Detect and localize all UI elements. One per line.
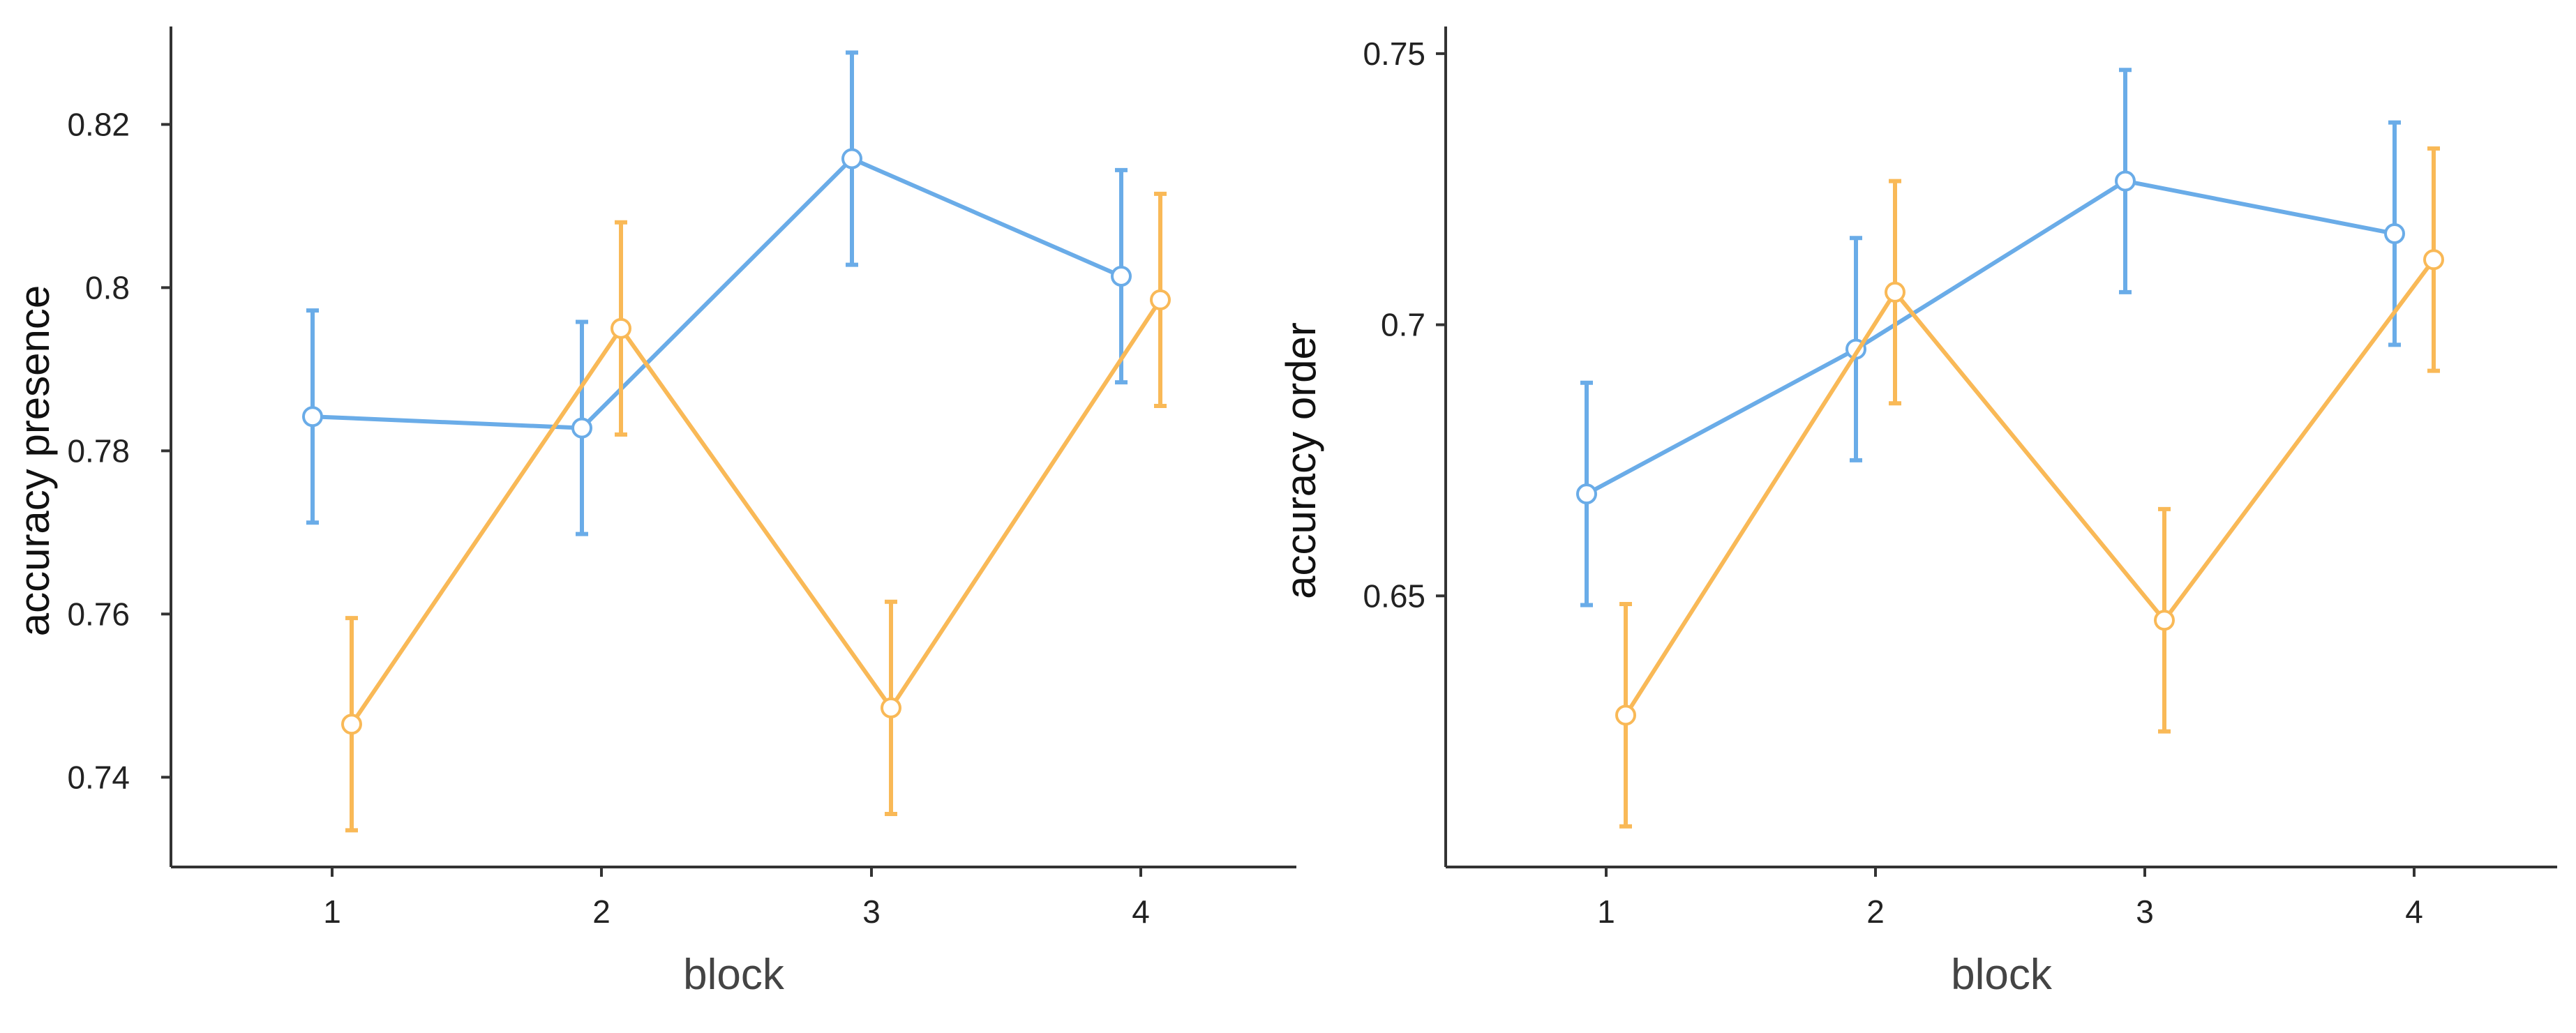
x-tick-label: 4 [2405,893,2423,930]
series-line [1624,258,2436,716]
x-tick-label: 2 [592,893,611,930]
series-line [350,299,1162,725]
data-point [881,697,901,718]
series-1 [302,50,1132,536]
series-1 [1576,68,2405,608]
x-tick-label: 2 [1866,893,1885,930]
panel-accuracy-order: 0.65 0.7 0.75 1 2 3 4 block accuracy order [1278,27,2557,999]
y-tick-label: 0.76 [67,596,130,632]
x-axis-label: block [1951,951,2053,999]
data-point [841,148,862,169]
x-tick-label: 3 [2136,893,2154,930]
y-tick-label: 0.82 [67,106,130,142]
data-point [2423,249,2444,271]
series-line [1585,179,2395,496]
y-tick-label: 0.7 [1381,307,1425,343]
y-axis-label: accuracy order [1278,322,1324,599]
data-point [1111,265,1132,287]
x-tick-label: 1 [323,893,341,930]
data-point [1615,704,1636,726]
data-point [1576,483,1597,505]
x-tick-label: 3 [862,893,881,930]
data-point [571,417,592,439]
data-point [611,317,631,339]
y-tick-label: 0.75 [1363,36,1425,72]
x-tick-label: 1 [1597,893,1615,930]
panel-accuracy-presence: 0.74 0.76 0.78 0.8 0.82 1 2 3 4 block accuracy pre… [11,27,1296,999]
x-tick-label: 4 [1132,893,1150,930]
y-tick-label: 0.74 [67,759,130,795]
data-point [2115,170,2136,192]
series-2 [341,191,1171,833]
y-tick-label: 0.8 [85,269,130,306]
y-tick-label: 0.65 [1363,578,1425,614]
data-point [2384,223,2405,244]
y-axis-label: accuracy presence [11,285,58,637]
series-line [312,156,1123,430]
data-point [302,406,323,428]
data-point [1885,281,1905,303]
data-point [2154,610,2175,631]
series-2 [1615,146,2444,829]
data-point [1150,289,1171,310]
y-tick-label: 0.78 [67,432,130,469]
x-axis-label: block [683,951,785,999]
data-point [341,714,362,735]
